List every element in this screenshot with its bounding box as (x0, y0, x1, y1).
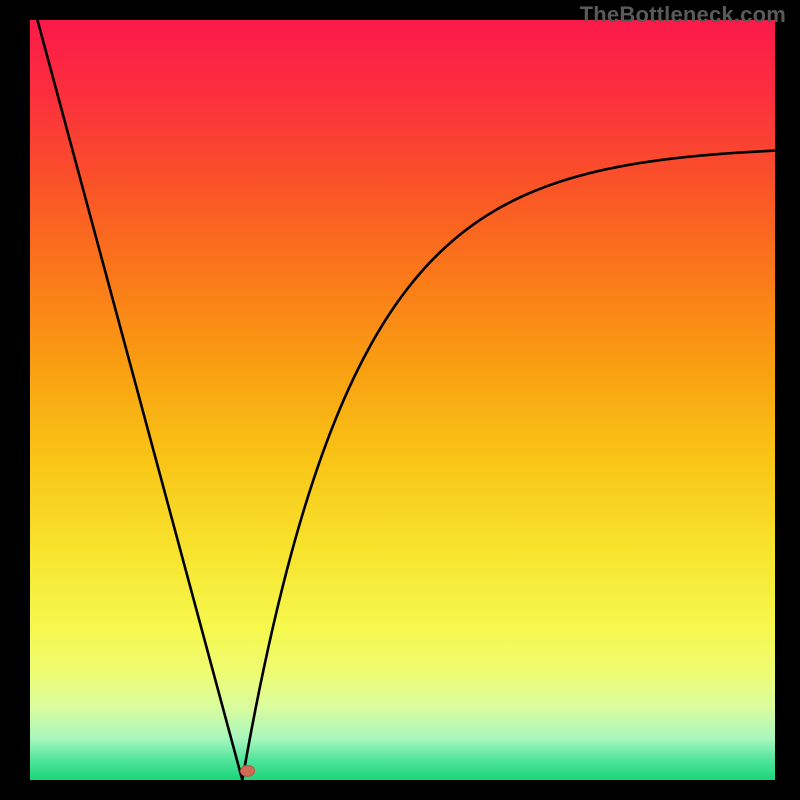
minimum-marker (241, 765, 255, 776)
watermark-text: TheBottleneck.com (580, 2, 786, 28)
bottleneck-chart-svg (0, 0, 800, 800)
chart-stage: TheBottleneck.com (0, 0, 800, 800)
plot-background (30, 20, 775, 780)
